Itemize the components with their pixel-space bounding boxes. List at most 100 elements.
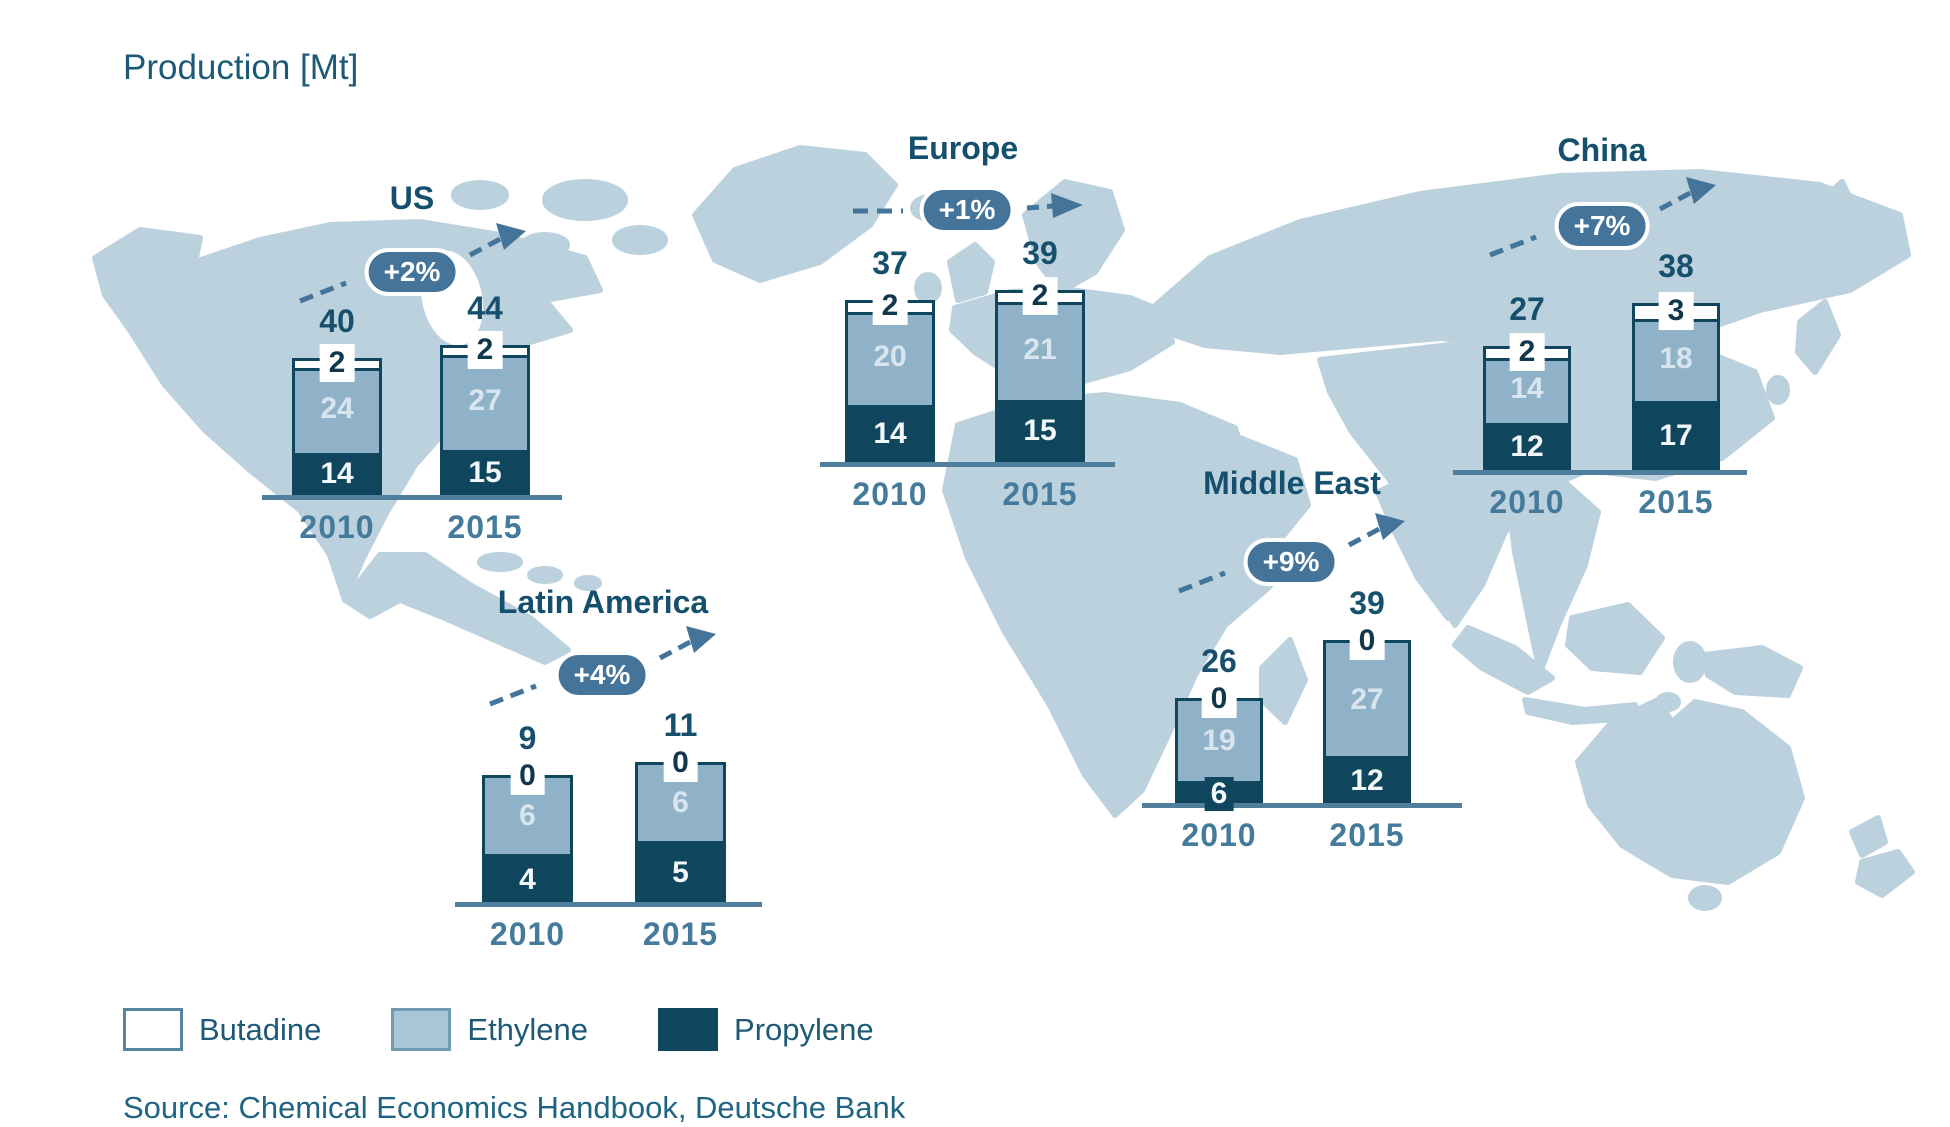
year-label-2010: 2010 (1181, 817, 1257, 853)
ethylene-value-label: 27 (1350, 682, 1384, 716)
stacked-bar-china-2015: 38 3 18 17 (1632, 248, 1720, 470)
region-title-3: Middle East (1203, 465, 1381, 501)
stacked-bar-us-2015: 44 2 27 15 (440, 290, 530, 495)
ethylene-value-label: 20 (873, 340, 907, 373)
growth-badge-value-2: +4% (554, 651, 650, 699)
propylene-value-label: 6 (1204, 776, 1234, 811)
ethylene-value-label: 19 (1202, 724, 1236, 757)
year-label-2010: 2010 (489, 916, 566, 952)
ethylene-value-label: 6 (672, 786, 689, 819)
growth-badge-0: +2% (292, 217, 532, 327)
legend-item-butadine: Butadine (123, 1008, 321, 1051)
growth-arrow-icon (1489, 177, 1716, 258)
propylene-value-label: 12 (1344, 764, 1390, 798)
segment-ethylene (848, 315, 932, 405)
growth-arrow-icon (853, 193, 1083, 218)
legend-label-propylene: Propylene (734, 1011, 874, 1047)
bar-total-label: 38 (1658, 248, 1694, 284)
stacked-bar-middle-east-2010: 26 0 19 6 (1175, 643, 1263, 811)
ethylene-value-label: 14 (1510, 372, 1544, 405)
ethylene-value-label: 27 (468, 384, 502, 417)
growth-arrow-icon (299, 223, 526, 304)
growth-arrow-icon (1178, 513, 1405, 594)
propylene-value-label: 14 (867, 416, 913, 451)
growth-badge-value-4: +7% (1554, 202, 1650, 250)
segment-ethylene (1635, 322, 1717, 401)
propylene-value-label: 15 (1017, 414, 1063, 448)
region-title-0: US (389, 180, 435, 216)
legend-label-butadine: Butadine (199, 1011, 322, 1047)
page-title: Production [Mt] (123, 48, 359, 87)
butadine-value-label: 3 (1658, 291, 1694, 330)
year-label-2015: 2015 (1002, 476, 1078, 512)
axis-baseline-4 (1453, 470, 1747, 475)
segment-ethylene (443, 358, 527, 450)
butadine-value-label: 2 (319, 343, 355, 382)
region-title-4: China (1557, 132, 1647, 168)
propylene-swatch (658, 1008, 719, 1051)
segment-ethylene (1486, 361, 1568, 423)
bar-total-label: 37 (872, 245, 908, 281)
stacked-bar-europe-2015: 39 2 21 15 (995, 235, 1085, 462)
butadine-value-label: 0 (510, 757, 545, 795)
propylene-value-label: 15 (462, 455, 508, 490)
bar-total-label: 40 (319, 303, 355, 339)
bar-total-label: 26 (1201, 643, 1237, 679)
propylene-value-label: 14 (314, 457, 360, 491)
growth-badge-1: +1% (847, 155, 1087, 265)
stacked-bar-middle-east-2015: 39 0 27 12 (1323, 585, 1411, 803)
butadine-value-label: 2 (1022, 276, 1058, 315)
year-label-2010: 2010 (1489, 484, 1565, 520)
ethylene-swatch (391, 1008, 452, 1051)
year-label-2015: 2015 (642, 916, 719, 952)
year-label-2010: 2010 (852, 476, 928, 512)
bar-total-label: 11 (663, 707, 698, 743)
segment-ethylene (1326, 643, 1408, 756)
ethylene-value-label: 21 (1023, 332, 1057, 366)
ethylene-value-label: 18 (1659, 341, 1693, 375)
legend-label-ethylene: Ethylene (467, 1011, 589, 1047)
axis-baseline-2 (455, 902, 762, 907)
ethylene-value-label: 6 (519, 799, 536, 832)
growth-badge-value-0: +2% (364, 248, 460, 296)
legend-item-propylene: Propylene (658, 1008, 874, 1051)
butadine-swatch (123, 1008, 183, 1051)
region-title-2: Latin America (497, 584, 709, 620)
bar-total-label: 27 (1509, 291, 1545, 327)
year-label-2015: 2015 (447, 509, 523, 545)
stacked-bar-china-2010: 27 2 14 12 (1483, 291, 1571, 470)
year-label-2015: 2015 (1329, 817, 1405, 853)
segment-ethylene (998, 305, 1082, 400)
segment-ethylene (295, 371, 379, 453)
growth-badge-value-1: +1% (919, 186, 1015, 234)
bar-total-label: 39 (1349, 585, 1385, 621)
year-label-2015: 2015 (1638, 484, 1714, 520)
ethylene-value-label: 24 (320, 392, 354, 425)
butadine-value-label: 2 (467, 330, 503, 369)
propylene-value-label: 17 (1653, 418, 1699, 453)
axis-baseline-3 (1142, 803, 1462, 808)
year-label-2010: 2010 (299, 509, 375, 545)
growth-badge-3: +9% (1171, 507, 1411, 617)
butadine-value-label: 0 (1201, 680, 1237, 718)
growth-badge-value-3: +9% (1243, 538, 1339, 586)
axis-baseline-1 (820, 462, 1115, 467)
butadine-value-label: 2 (872, 286, 908, 325)
bar-total-label: 9 (518, 720, 537, 756)
legend: Butadine Ethylene Propylene (123, 1008, 874, 1051)
propylene-value-label: 5 (666, 856, 695, 890)
stacked-bar-latin-america-2015: 11 0 6 5 (635, 707, 726, 902)
axis-baseline-0 (262, 495, 562, 500)
source-text: Source: Chemical Economics Handbook, Deu… (123, 1090, 906, 1125)
region-title-1: Europe (907, 130, 1019, 166)
growth-badge-2: +4% (482, 620, 722, 730)
growth-arrow-icon (489, 626, 716, 707)
butadine-value-label: 2 (1509, 332, 1545, 371)
bar-total-label: 44 (467, 290, 503, 326)
bar-total-label: 39 (1022, 235, 1058, 271)
propylene-value-label: 12 (1504, 429, 1550, 464)
butadine-value-label: 0 (1349, 622, 1385, 660)
butadine-value-label: 0 (663, 744, 698, 782)
